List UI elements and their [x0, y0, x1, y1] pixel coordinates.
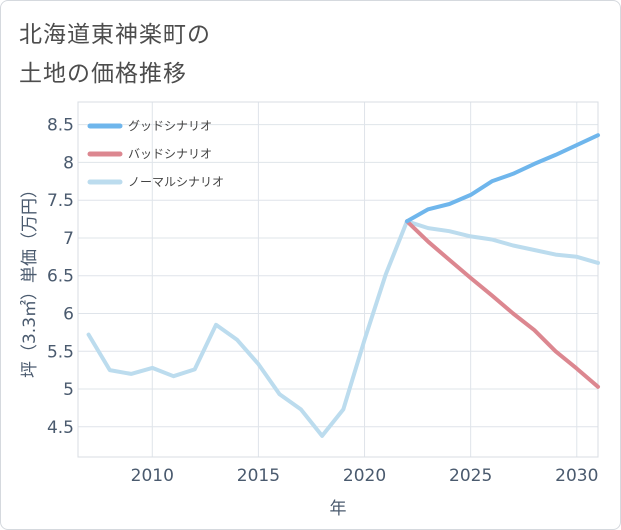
y-tick-label: 8: [63, 153, 74, 173]
chart-title-line-1: 北海道東神楽町の: [19, 22, 211, 48]
x-tick-label: 2025: [449, 466, 492, 486]
y-tick-label: 4.5: [47, 418, 74, 438]
x-tick-labels: 2010 2015 2020 2025 2030: [131, 466, 599, 486]
plot-area: [77, 101, 599, 458]
y-tick-label: 5.5: [47, 342, 74, 362]
legend-label: ノーマルシナリオ: [128, 175, 224, 189]
x-tick-label: 2010: [131, 466, 174, 486]
legend-label: バッドシナリオ: [128, 147, 212, 161]
chart-title-line-2: 土地の価格推移: [19, 61, 187, 87]
legend-label: グッドシナリオ: [128, 119, 212, 133]
y-tick-label: 7.5: [47, 191, 74, 211]
series-line-3: [86, 219, 600, 438]
x-tick-label: 2020: [343, 466, 386, 486]
x-tick-label: 2030: [555, 466, 598, 486]
x-axis-title: 年: [330, 499, 347, 519]
y-tick-label: 7: [63, 229, 74, 249]
x-tick-label: 2015: [237, 466, 280, 486]
y-tick-labels: 4.5 5 5.5 6 6.5 7 7.5 8 8.5: [47, 116, 74, 438]
y-tick-label: 8.5: [47, 116, 74, 136]
y-axis-title: 坪（3.3㎡）単価（万円）: [20, 181, 40, 378]
y-tick-label: 6: [63, 304, 74, 324]
series-line-2: [405, 219, 600, 389]
y-tick-label: 5: [63, 380, 74, 400]
series-layer: [86, 133, 600, 438]
y-tick-label: 6.5: [47, 267, 74, 287]
series-line-1: [405, 133, 600, 224]
